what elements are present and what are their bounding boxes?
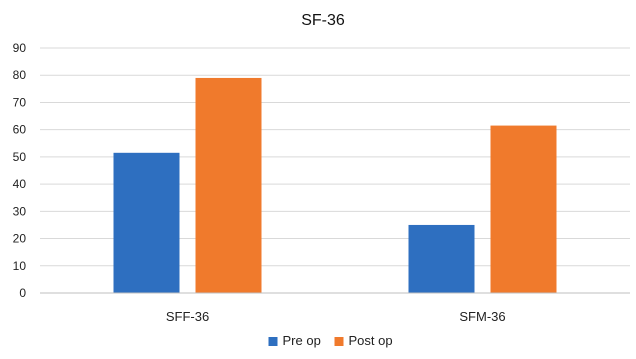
legend-swatch xyxy=(334,337,344,346)
bar-pre-op xyxy=(408,224,475,293)
legend-label: Post op xyxy=(349,333,393,348)
chart-title: SF-36 xyxy=(301,12,345,29)
y-tick-label: 90 xyxy=(13,41,27,55)
bars xyxy=(113,77,557,293)
y-axis-tick-labels: 0 10 20 30 40 50 60 70 80 90 xyxy=(13,41,27,300)
y-tick-label: 40 xyxy=(13,177,27,191)
bar-post-op xyxy=(195,77,262,293)
x-category-label: SFM-36 xyxy=(459,309,505,324)
bar-pre-op xyxy=(113,152,180,293)
x-category-label: SFF-36 xyxy=(166,309,209,324)
y-tick-label: 0 xyxy=(19,286,26,300)
y-tick-label: 30 xyxy=(13,204,27,218)
legend: Pre op Post op xyxy=(268,333,393,348)
y-tick-label: 20 xyxy=(13,232,27,246)
legend-label: Pre op xyxy=(283,333,321,348)
y-tick-label: 70 xyxy=(13,95,27,109)
y-tick-label: 60 xyxy=(13,123,27,137)
bar-post-op xyxy=(490,125,557,293)
x-axis-category-labels: SFF-36 SFM-36 xyxy=(166,309,506,324)
y-tick-label: 50 xyxy=(13,150,27,164)
y-tick-label: 80 xyxy=(13,68,27,82)
legend-swatch xyxy=(268,337,278,346)
y-tick-label: 10 xyxy=(13,259,27,273)
